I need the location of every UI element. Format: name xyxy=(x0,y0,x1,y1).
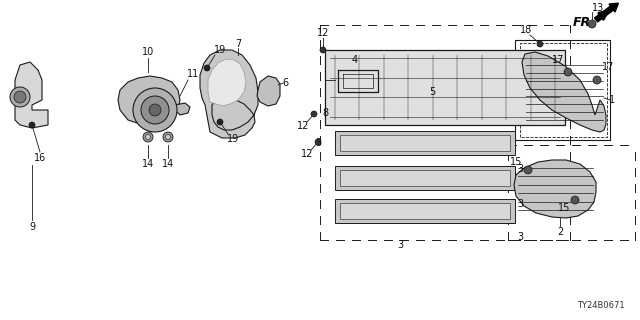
Circle shape xyxy=(163,132,173,142)
Circle shape xyxy=(537,41,543,47)
Text: 2: 2 xyxy=(557,227,563,237)
Text: 5: 5 xyxy=(429,87,435,97)
Text: 3: 3 xyxy=(517,199,523,209)
Text: 3: 3 xyxy=(517,232,523,242)
Text: 3: 3 xyxy=(397,240,403,250)
Text: 15: 15 xyxy=(510,157,522,167)
Text: 10: 10 xyxy=(142,47,154,57)
Text: 13: 13 xyxy=(592,3,604,13)
Circle shape xyxy=(143,132,153,142)
Text: 6: 6 xyxy=(282,78,288,88)
Circle shape xyxy=(571,196,579,204)
Text: 14: 14 xyxy=(162,159,174,169)
Text: 19: 19 xyxy=(214,45,226,55)
Text: TY24B0671: TY24B0671 xyxy=(577,300,625,309)
Polygon shape xyxy=(200,50,258,138)
FancyBboxPatch shape xyxy=(335,131,515,155)
Text: 3: 3 xyxy=(315,138,321,148)
Polygon shape xyxy=(175,103,190,115)
FancyBboxPatch shape xyxy=(340,135,510,151)
Text: 19: 19 xyxy=(227,134,239,144)
Polygon shape xyxy=(208,59,246,106)
FancyBboxPatch shape xyxy=(335,166,515,190)
Text: 1: 1 xyxy=(609,95,615,105)
Circle shape xyxy=(564,68,572,76)
Text: FR.: FR. xyxy=(572,15,596,28)
Text: 12: 12 xyxy=(297,121,309,131)
Text: 9: 9 xyxy=(29,222,35,232)
FancyBboxPatch shape xyxy=(335,199,515,223)
Circle shape xyxy=(149,104,161,116)
Circle shape xyxy=(145,134,150,140)
Polygon shape xyxy=(15,62,48,128)
Text: 12: 12 xyxy=(317,28,329,38)
Text: 16: 16 xyxy=(34,153,46,163)
Circle shape xyxy=(29,122,35,128)
FancyBboxPatch shape xyxy=(325,50,565,125)
Text: 3: 3 xyxy=(517,164,523,174)
Text: 7: 7 xyxy=(235,39,241,49)
Text: 14: 14 xyxy=(142,159,154,169)
Text: 15: 15 xyxy=(558,203,570,213)
Circle shape xyxy=(166,134,170,140)
FancyBboxPatch shape xyxy=(340,203,510,219)
FancyBboxPatch shape xyxy=(340,170,510,186)
Circle shape xyxy=(593,76,601,84)
Circle shape xyxy=(524,166,532,174)
Polygon shape xyxy=(522,52,606,132)
Text: 17: 17 xyxy=(552,55,564,65)
Circle shape xyxy=(588,20,596,28)
Text: 12: 12 xyxy=(301,149,313,159)
Circle shape xyxy=(133,88,177,132)
Circle shape xyxy=(217,119,223,125)
Circle shape xyxy=(204,65,210,71)
Polygon shape xyxy=(118,76,180,126)
Text: 18: 18 xyxy=(520,25,532,35)
Circle shape xyxy=(315,139,321,145)
Circle shape xyxy=(320,47,326,53)
Text: 4: 4 xyxy=(352,55,358,65)
Circle shape xyxy=(14,91,26,103)
Text: 8: 8 xyxy=(322,108,328,118)
FancyArrow shape xyxy=(595,3,618,22)
Circle shape xyxy=(311,111,317,117)
Circle shape xyxy=(141,96,169,124)
Polygon shape xyxy=(514,160,596,218)
Polygon shape xyxy=(257,76,280,106)
Circle shape xyxy=(10,87,30,107)
Text: 17: 17 xyxy=(602,62,614,72)
Text: 11: 11 xyxy=(187,69,199,79)
